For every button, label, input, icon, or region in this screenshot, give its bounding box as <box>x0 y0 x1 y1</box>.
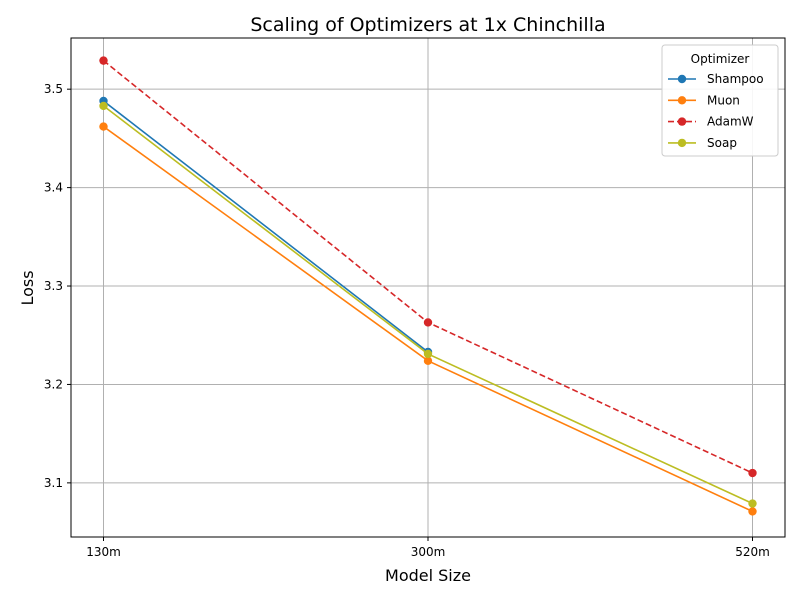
legend-box <box>661 44 779 157</box>
data-point-muon <box>99 122 108 131</box>
legend-swatch-marker <box>677 96 687 105</box>
y-tick-label: 3.1 <box>44 476 63 490</box>
chart-title: Scaling of Optimizers at 1x Chinchilla <box>250 14 605 36</box>
series-line-shampoo <box>103 100 429 353</box>
legend-label: Soap <box>707 136 737 150</box>
data-point-adamw <box>99 56 108 65</box>
y-tick-label: 3.4 <box>44 181 63 195</box>
series-layer <box>99 56 757 516</box>
data-point-muon <box>423 356 433 366</box>
data-point-soap <box>423 349 433 359</box>
y-tick-label: 3.5 <box>44 82 63 96</box>
x-axis: 130m 300m 520m <box>86 537 770 559</box>
data-point-soap <box>748 499 757 508</box>
legend-title: Optimizer <box>691 52 750 66</box>
x-tick-label: 520m <box>735 545 770 559</box>
y-tick-label: 3.3 <box>44 279 63 293</box>
legend-item-soap: Soap <box>668 136 737 150</box>
x-tick-label: 130m <box>86 545 121 559</box>
y-axis-label: Loss <box>18 270 37 305</box>
data-point-soap <box>99 101 108 111</box>
y-axis: 3.1 3.2 3.3 3.4 3.5 <box>44 82 71 490</box>
legend-swatch-marker <box>677 138 687 148</box>
series-muon <box>99 122 757 516</box>
legend-item-shampoo: Shampoo <box>668 72 764 86</box>
legend-label: AdamW <box>707 115 754 129</box>
legend: Optimizer Shampoo Muon AdamW Soap <box>661 44 779 157</box>
y-tick-label: 3.2 <box>44 377 63 391</box>
legend-label: Shampoo <box>707 72 764 86</box>
legend-swatch-marker <box>677 74 687 84</box>
legend-item-adamw: AdamW <box>668 115 754 129</box>
legend-label: Muon <box>707 93 740 107</box>
legend-swatch-marker <box>677 117 687 126</box>
x-axis-label: Model Size <box>385 566 471 585</box>
x-tick-label: 300m <box>411 545 446 559</box>
series-adamw <box>99 56 757 478</box>
data-point-adamw <box>748 468 757 478</box>
data-point-muon <box>748 507 757 516</box>
data-point-adamw <box>423 318 433 327</box>
legend-item-muon: Muon <box>668 93 740 107</box>
series-soap <box>99 101 757 508</box>
